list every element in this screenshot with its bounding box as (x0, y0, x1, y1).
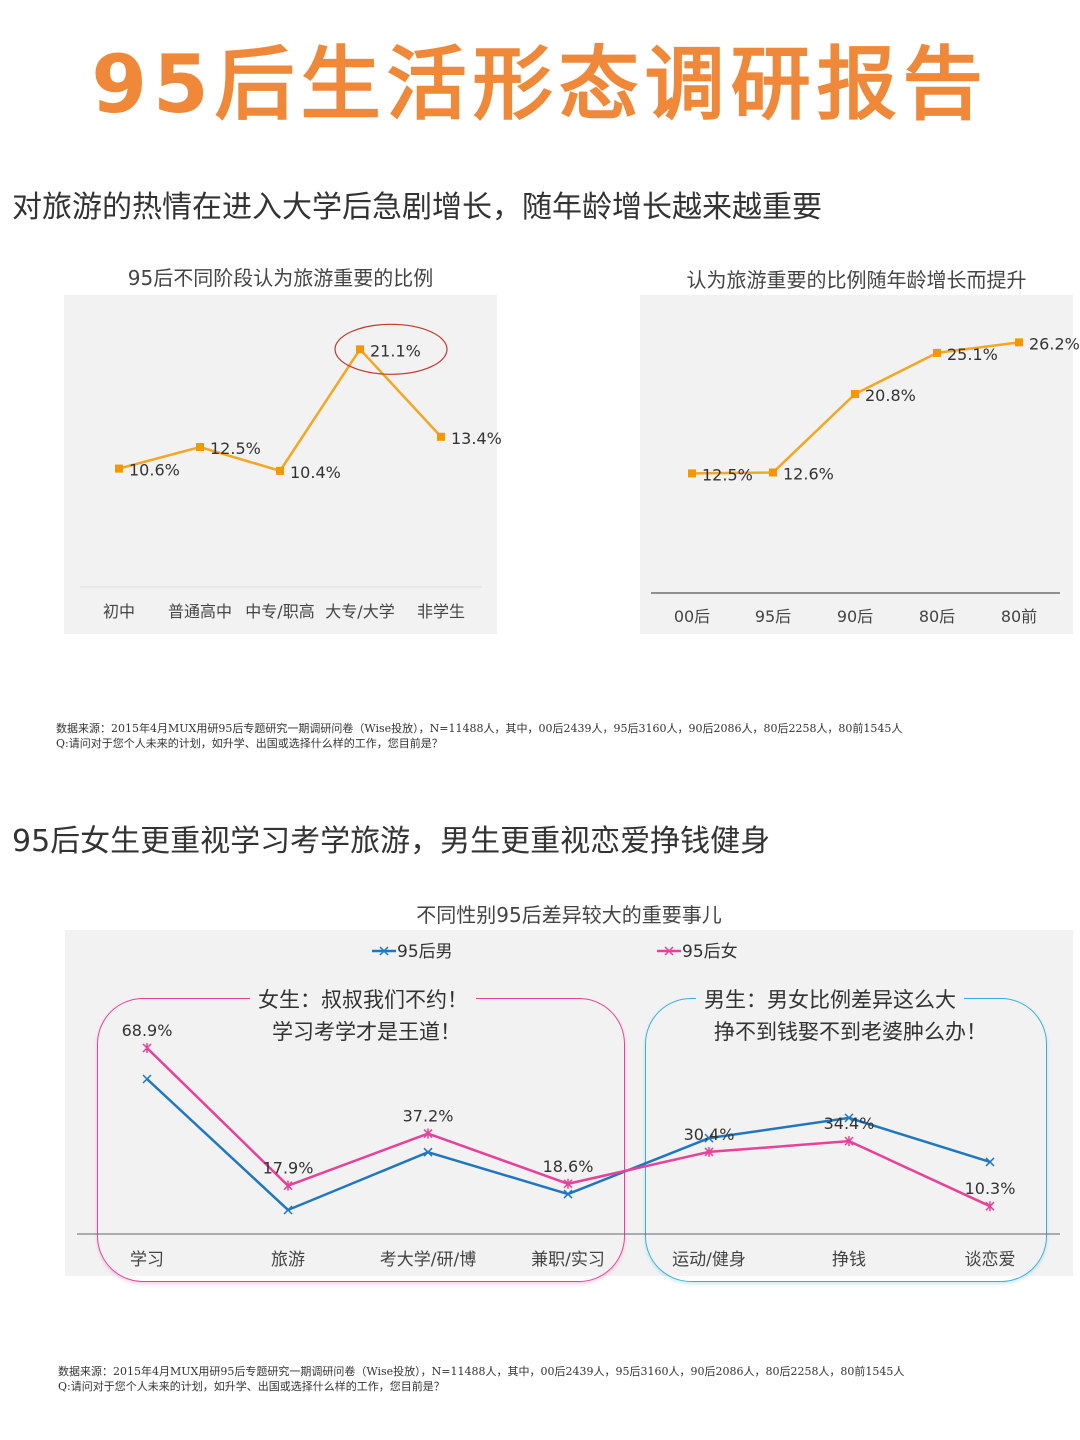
chart1-point (196, 443, 204, 451)
male-callout-line2: 挣不到钱娶不到老婆肿么办！ (714, 1020, 987, 1044)
male-callout-line1: 男生：男女比例差异这么大 (696, 984, 964, 1014)
chart3-data-label: 37.2% (403, 1107, 454, 1126)
chart1-data-label: 21.1% (370, 341, 421, 360)
chart1-data-label: 12.5% (210, 439, 261, 458)
chart1-x-tick-label: 非学生 (417, 602, 465, 621)
legend-marker-icon (664, 946, 674, 956)
chart3-x-tick-label: 考大学/研/博 (380, 1250, 476, 1270)
chart2-point (1015, 338, 1023, 347)
chart3-x-tick-label: 运动/健身 (672, 1250, 746, 1270)
chart3-x-tick-label: 旅游 (271, 1250, 305, 1270)
chart3-point-marker (283, 1205, 293, 1215)
chart2-panel (640, 295, 1073, 634)
legend-marker-icon (379, 946, 389, 956)
chart3-title: 不同性别95后差异较大的重要事儿 (416, 903, 722, 927)
chart3-data-label: 30.4% (684, 1125, 735, 1144)
chart1-x-tick-label: 初中 (103, 602, 135, 621)
chart3-data-label: 18.6% (543, 1157, 594, 1176)
chart2-data-label: 12.5% (702, 465, 753, 484)
section2-heading: 95后女生更重视学习考学旅游，男生更重视恋爱挣钱健身 (12, 824, 771, 859)
chart3-point-marker (563, 1189, 573, 1199)
chart3-data-label: 17.9% (263, 1159, 314, 1178)
chart3-point-marker (704, 1133, 714, 1143)
chart3-data-label: 68.9% (122, 1021, 173, 1040)
source-line: 数据来源：2015年4月MUX用研95后专题研究一期调研问卷（Wise投放），N… (56, 722, 903, 735)
female-callout-line1: 女生：叔叔我们不约！ (250, 984, 476, 1014)
chart1-title: 95后不同阶段认为旅游重要的比例 (127, 266, 434, 290)
chart1-x-tick-label: 大专/大学 (325, 602, 394, 621)
legend-label: 95后男 (397, 942, 453, 962)
chart2-data-label: 26.2% (1029, 334, 1080, 353)
chart2-x-tick-label: 90后 (837, 607, 873, 626)
chart2-point (769, 468, 777, 477)
chart3-data-label: 34.4% (824, 1114, 875, 1133)
chart3-point-marker (283, 1180, 293, 1191)
page-title: 95后生活形态调研报告 (91, 38, 989, 131)
chart1-data-label: 13.4% (451, 429, 502, 448)
chart2-data-label: 20.8% (865, 386, 916, 405)
chart1-series-line (118, 347, 442, 473)
chart3-x-tick-label: 兼职/实习 (531, 1250, 605, 1270)
chart2-x-tick-label: 80后 (919, 607, 955, 626)
chart2-x-tick-label: 80前 (1001, 607, 1037, 626)
chart1-point (276, 466, 284, 475)
question-line: Q:请问对于您个人未来的计划，如升学、出国或选择什么样的工作，您目前是？ (58, 1380, 445, 1393)
chart3-point-marker (563, 1178, 573, 1189)
chart1-x-tick-label: 中专/职高 (245, 602, 314, 621)
source-note-1: 数据来源：2015年4月MUX用研95后专题研究一期调研问卷（Wise投放），N… (56, 721, 902, 751)
chart2-x-tick-label: 95后 (755, 607, 791, 626)
chart1-data-label: 10.6% (129, 461, 180, 480)
chart3-data-label: 10.3% (965, 1179, 1016, 1198)
highlight-circle (334, 323, 448, 375)
chart2-point (688, 469, 696, 478)
chart3-point-marker (844, 1113, 854, 1123)
question-line: Q:请问对于您个人未来的计划，如升学、出国或选择什么样的工作，您目前是？ (56, 737, 443, 750)
section1-heading: 对旅游的热情在进入大学后急剧增长，随年龄增长越来越重要 (12, 190, 822, 225)
chart2-data-label: 12.6% (783, 464, 834, 483)
chart3-x-tick-label: 学习 (130, 1250, 164, 1270)
chart3-series-line-male (146, 1078, 991, 1212)
chart1-point (437, 432, 445, 441)
chart1-point (356, 345, 364, 354)
chart2-point (851, 390, 859, 399)
chart2-data-label: 25.1% (947, 345, 998, 364)
chart2-title: 认为旅游重要的比例随年龄增长而提升 (686, 268, 1027, 292)
legend-label: 95后女 (682, 942, 738, 962)
chart3-point-marker (985, 1157, 995, 1167)
source-note-2: 数据来源：2015年4月MUX用研95后专题研究一期调研问卷（Wise投放），N… (58, 1364, 904, 1394)
chart1-data-label: 10.4% (290, 463, 341, 482)
chart1-x-tick-label: 普通高中 (168, 602, 232, 621)
chart3-point-marker (985, 1201, 995, 1212)
chart3-point-marker (423, 1128, 433, 1139)
chart3-x-tick-label: 谈恋爱 (965, 1249, 1016, 1270)
female-callout-line2: 学习考学才是王道！ (272, 1020, 461, 1044)
chart2-x-tick-label: 00后 (674, 607, 710, 626)
chart3-point-marker (142, 1074, 152, 1084)
chart1-point (115, 464, 123, 473)
chart2-point (933, 348, 941, 357)
chart3-point-marker (142, 1042, 152, 1053)
chart3-point-marker (844, 1136, 854, 1147)
chart3-point-marker (423, 1147, 433, 1157)
source-line: 数据来源：2015年4月MUX用研95后专题研究一期调研问卷（Wise投放），N… (58, 1365, 905, 1378)
chart3-x-tick-label: 挣钱 (832, 1250, 866, 1270)
chart3-point-marker (704, 1146, 714, 1157)
